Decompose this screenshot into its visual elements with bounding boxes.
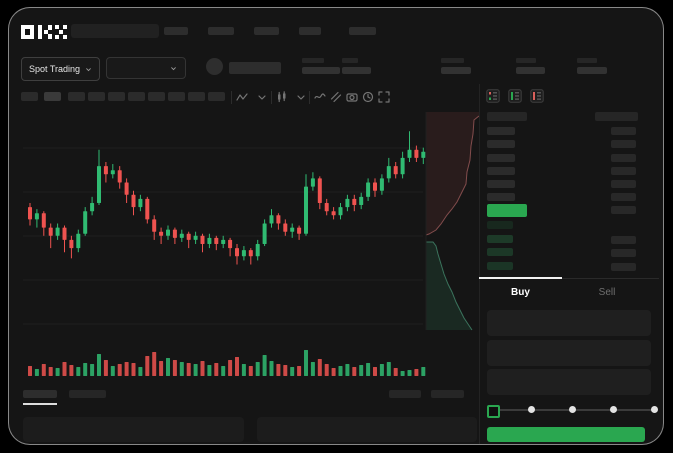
- orderbook-view-asks-icon[interactable]: [530, 89, 544, 103]
- clock-interval-icon[interactable]: [362, 90, 374, 103]
- amount-slider[interactable]: [487, 402, 658, 418]
- bid-row-amount: [611, 249, 636, 257]
- orderbook-header-amount: [595, 112, 638, 121]
- bottom-tab-order-history[interactable]: [69, 390, 106, 398]
- orderbook-header-price: [487, 112, 527, 121]
- ask-row-amount: [611, 167, 636, 175]
- pair-selector-dropdown[interactable]: [106, 57, 186, 79]
- camera-snapshot-icon[interactable]: [346, 90, 358, 102]
- okx-logo: [21, 25, 67, 39]
- nav-item-1[interactable]: [164, 27, 188, 35]
- fullscreen-expand-icon[interactable]: [378, 90, 390, 103]
- nav-item-4[interactable]: [299, 27, 321, 35]
- ask-row[interactable]: [487, 140, 515, 148]
- nav-item-5[interactable]: [349, 27, 376, 35]
- ask-row-amount: [611, 180, 636, 188]
- nav-item-3[interactable]: [254, 27, 279, 35]
- amount-input[interactable]: [487, 340, 651, 366]
- timeframe-button-5[interactable]: [108, 92, 125, 101]
- ask-row-amount: [611, 154, 636, 162]
- ticker-stat-label: [342, 58, 358, 63]
- bid-row[interactable]: [487, 221, 513, 229]
- ask-row[interactable]: [487, 180, 515, 188]
- orderbook-view-all-icon[interactable]: [486, 89, 500, 103]
- ask-row-amount: [611, 193, 636, 201]
- app-window: Spot Trading: [8, 7, 664, 445]
- tab-buy[interactable]: Buy: [479, 282, 562, 302]
- ticker-stat-label: [302, 58, 324, 63]
- ticker-stat-value: [441, 67, 471, 74]
- timeframe-button-6[interactable]: [128, 92, 145, 101]
- bid-row-amount: [611, 263, 636, 271]
- ask-row-amount: [611, 140, 636, 148]
- candle-style-icon[interactable]: [276, 90, 288, 103]
- candlestick-chart[interactable]: [23, 112, 479, 384]
- price-input[interactable]: [487, 310, 651, 336]
- tab-buy-label: Buy: [511, 286, 530, 298]
- ticker-stat-value: [577, 67, 607, 74]
- ticker-stat-label: [577, 58, 597, 63]
- bottom-tab-open-orders[interactable]: [23, 390, 57, 398]
- ticker-stat-value: [516, 67, 545, 74]
- timeframe-button-3[interactable]: [68, 92, 85, 101]
- bid-row[interactable]: [487, 262, 513, 270]
- timeframe-button-10[interactable]: [208, 92, 225, 101]
- tab-sell-label: Sell: [598, 286, 616, 298]
- bottom-action-placeholder[interactable]: [389, 390, 421, 398]
- toolbar-divider: [231, 91, 232, 104]
- ask-row[interactable]: [487, 127, 515, 135]
- tab-sell[interactable]: Sell: [562, 282, 652, 302]
- last-price-amount: [611, 206, 636, 214]
- compare-diagonal-icon[interactable]: [330, 90, 342, 103]
- slider-handle[interactable]: [487, 405, 500, 418]
- bottom-tab-underline: [23, 403, 57, 405]
- bottom-action-placeholder[interactable]: [431, 390, 464, 398]
- orderbook-view-bids-icon[interactable]: [508, 89, 522, 103]
- pair-name-placeholder: [229, 62, 281, 74]
- buy-submit-button[interactable]: [487, 427, 645, 442]
- slider-dot[interactable]: [569, 406, 576, 413]
- ask-row[interactable]: [487, 154, 515, 162]
- chevron-down-icon: [171, 66, 176, 70]
- orders-panel-left: [23, 417, 244, 442]
- chevron-down-icon[interactable]: [256, 90, 268, 102]
- ticker-stat-label: [441, 58, 464, 63]
- orders-panel-right: [257, 417, 477, 442]
- tabs-divider: [479, 278, 659, 279]
- timeframe-button-2[interactable]: [44, 92, 61, 101]
- market-type-selector[interactable]: Spot Trading: [21, 57, 100, 81]
- timeframe-button-8[interactable]: [168, 92, 185, 101]
- ticker-stat-value: [342, 67, 371, 74]
- market-type-label: Spot Trading: [28, 64, 81, 74]
- coin-avatar: [206, 58, 223, 75]
- depth-asks-area: [426, 112, 479, 235]
- timeframe-button-4[interactable]: [88, 92, 105, 101]
- ask-row-amount: [611, 127, 636, 135]
- buy-tab-underline: [479, 277, 562, 279]
- line-wave-icon[interactable]: [314, 90, 326, 102]
- last-price-badge[interactable]: [487, 204, 527, 217]
- timeframe-button-7[interactable]: [148, 92, 165, 101]
- toolbar-divider: [309, 91, 310, 104]
- ticker-stat-label: [516, 58, 536, 63]
- slider-dot[interactable]: [610, 406, 617, 413]
- timeframe-button-9[interactable]: [188, 92, 205, 101]
- slider-dot[interactable]: [651, 406, 658, 413]
- chevron-down-icon: [86, 67, 91, 71]
- bid-row-amount: [611, 236, 636, 244]
- indicator-zigzag-icon[interactable]: [236, 90, 248, 102]
- timeframe-button-1[interactable]: [21, 92, 38, 101]
- nav-item-2[interactable]: [208, 27, 234, 35]
- bid-row[interactable]: [487, 235, 513, 243]
- bid-row[interactable]: [487, 248, 513, 256]
- chevron-down-icon[interactable]: [295, 90, 307, 102]
- ask-row[interactable]: [487, 193, 515, 201]
- panel-divider: [479, 84, 480, 444]
- ask-row[interactable]: [487, 167, 515, 175]
- toolbar-divider: [271, 91, 272, 104]
- search-input[interactable]: [71, 24, 159, 38]
- slider-dot[interactable]: [528, 406, 535, 413]
- total-input[interactable]: [487, 369, 651, 395]
- ticker-stat-value: [302, 67, 340, 74]
